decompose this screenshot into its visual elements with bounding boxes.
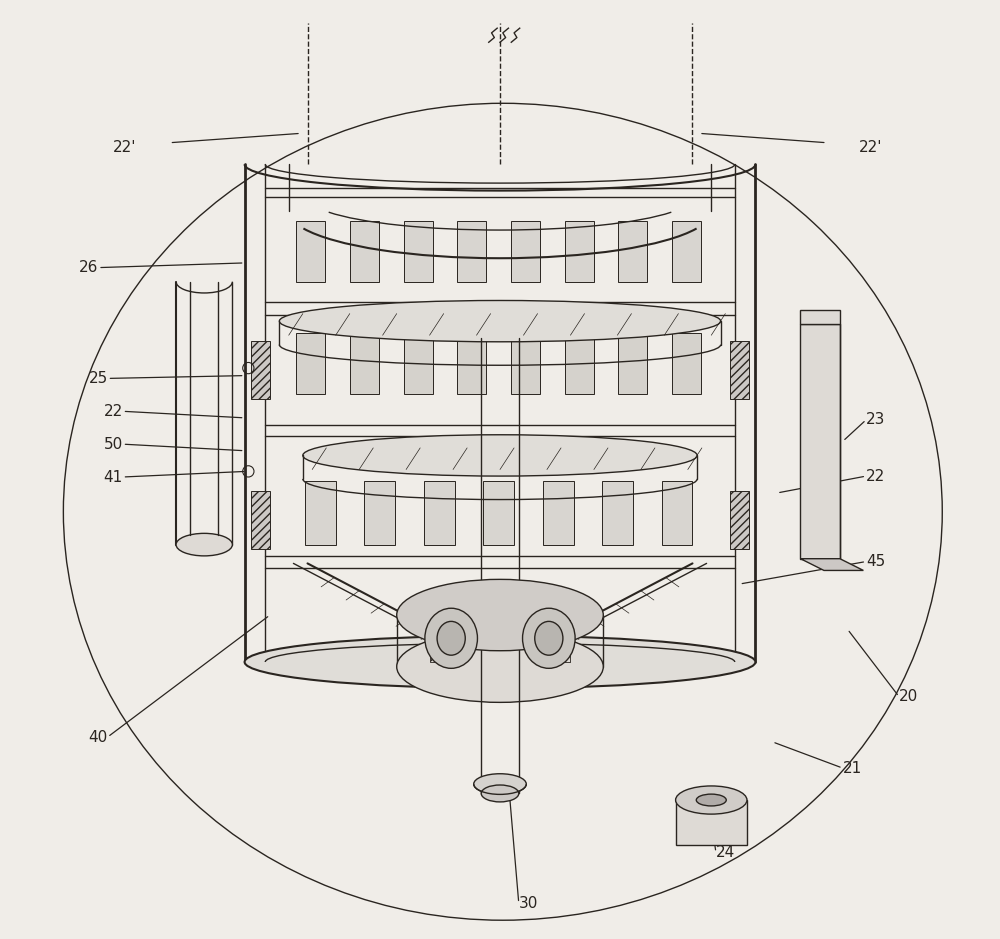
Text: 22: 22 (104, 404, 123, 419)
Bar (305, 481, 336, 545)
Text: 24: 24 (716, 845, 735, 860)
Text: 45: 45 (866, 554, 885, 569)
Ellipse shape (474, 774, 526, 794)
Bar (547, 620, 570, 662)
Bar (730, 491, 749, 549)
Bar (543, 481, 574, 545)
Bar (424, 481, 455, 545)
Ellipse shape (425, 608, 477, 669)
Bar (602, 481, 633, 545)
Ellipse shape (245, 636, 755, 688)
Bar (457, 221, 486, 282)
Text: 30: 30 (518, 896, 538, 911)
Bar (800, 324, 840, 559)
Bar (251, 491, 270, 549)
Bar (676, 800, 747, 845)
Text: 22': 22' (113, 140, 136, 155)
Ellipse shape (176, 533, 232, 556)
Bar (565, 221, 594, 282)
Bar (350, 221, 379, 282)
Ellipse shape (523, 608, 575, 669)
Ellipse shape (279, 300, 721, 342)
Bar (800, 310, 840, 324)
Bar (511, 221, 540, 282)
Bar (404, 333, 433, 394)
Text: 41: 41 (104, 470, 123, 485)
Bar (404, 221, 433, 282)
Ellipse shape (397, 579, 603, 651)
Bar (730, 341, 749, 399)
Ellipse shape (696, 794, 726, 806)
Bar (296, 333, 325, 394)
Bar (565, 333, 594, 394)
Ellipse shape (481, 785, 519, 802)
Ellipse shape (63, 103, 942, 920)
Bar (672, 333, 701, 394)
Bar (430, 620, 453, 662)
Text: 22: 22 (866, 469, 885, 484)
Bar (296, 221, 325, 282)
Text: 40: 40 (88, 730, 108, 745)
Bar (457, 333, 486, 394)
Bar (350, 333, 379, 394)
Bar (618, 221, 647, 282)
Bar (511, 333, 540, 394)
Bar (364, 481, 395, 545)
Ellipse shape (676, 786, 747, 814)
Bar (618, 333, 647, 394)
Text: 50: 50 (104, 437, 123, 452)
Text: 20: 20 (899, 689, 918, 704)
Ellipse shape (437, 622, 465, 655)
Text: 26: 26 (79, 260, 98, 275)
Ellipse shape (535, 622, 563, 655)
Ellipse shape (397, 631, 603, 702)
Ellipse shape (303, 435, 697, 476)
Bar (483, 481, 514, 545)
Text: 25: 25 (88, 371, 108, 386)
Bar (672, 221, 701, 282)
Text: 23: 23 (866, 412, 885, 427)
Bar (662, 481, 692, 545)
Polygon shape (800, 559, 863, 571)
Text: 21: 21 (842, 761, 862, 776)
Bar (251, 341, 270, 399)
Text: 22': 22' (859, 140, 883, 155)
